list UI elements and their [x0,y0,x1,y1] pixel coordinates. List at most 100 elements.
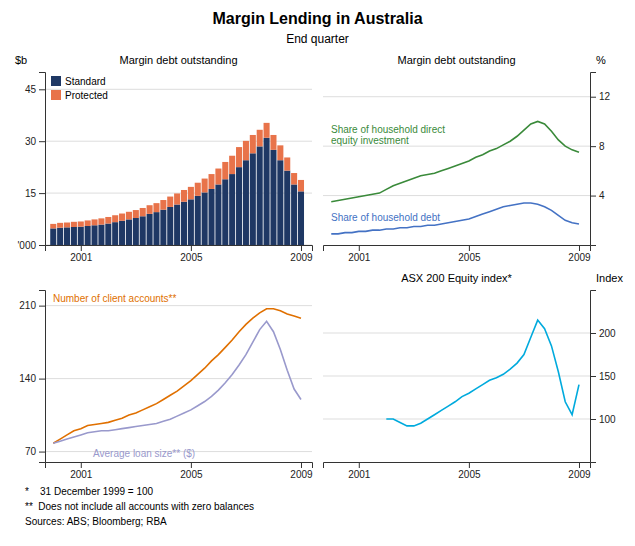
axis-line [46,246,313,252]
tick-mark [39,452,45,453]
bar [98,218,104,224]
legend-swatch [51,76,61,86]
tick-mark [39,306,45,307]
bar [181,202,187,245]
bar [119,214,125,221]
y-axis: 4812 [590,73,611,246]
tick-mark [590,97,596,98]
tick-mark [39,379,45,380]
bar [167,207,173,245]
tick-mark [590,419,596,420]
figure-title: Margin Lending in Australia [212,10,422,27]
tick-label: 200 [599,328,616,339]
tick-label: 2001 [70,469,93,480]
tick-label: 150 [599,371,616,382]
legend-label: Standard [65,76,106,87]
tick-mark [469,245,470,251]
tick: 150 [590,371,616,382]
bar [50,228,56,245]
tick: 70 [25,446,45,457]
bar [133,218,139,245]
bar [215,169,221,185]
tick-label: 100 [599,414,616,425]
y-axis-label: $b [15,54,27,66]
bar [85,226,91,245]
y-axis: 100 150 200 [590,291,616,463]
legend-swatch [51,90,61,100]
panel: 20012005200970140210Number of client acc… [19,291,313,481]
footnote: ** Does not include all accounts with ze… [25,501,254,512]
panel-title: ASX 200 Equity index* [401,272,512,284]
grid-line [45,378,312,379]
tick-mark [301,462,302,468]
bar [57,223,63,228]
tick: 2005 [180,462,203,480]
bar [236,147,242,167]
x-axis: 200120052009 [46,245,314,263]
bar [181,190,187,202]
grid [45,89,312,245]
tick-mark [81,245,82,251]
tick-label: 12 [599,91,611,102]
bar [126,219,132,245]
tick-mark [39,141,45,142]
tick: 140 [19,373,45,384]
series-label: Share of household debt [331,212,440,223]
legend-item: Protected [51,90,108,101]
tick-mark [590,146,596,147]
marks [53,309,301,443]
tick-label: 2001 [348,252,371,263]
tick: 2005 [458,462,481,480]
bar [105,224,111,245]
series-label-line: Share of household debt [331,212,440,223]
tick-label: 2001 [70,252,93,263]
bar [92,219,98,225]
bar [92,225,98,245]
bar [243,141,249,160]
bar [133,210,139,218]
grid [323,333,590,419]
tick-mark [590,333,596,334]
bar [140,216,146,245]
bar [64,227,70,245]
tick-label: 2009 [290,469,313,480]
tick-mark [590,376,596,377]
bar [229,174,235,245]
bar [78,227,84,245]
bar [298,191,304,245]
tick-label: 2005 [458,469,481,480]
bar [291,184,297,245]
axis-line [39,291,46,463]
tick-label: 70 [25,446,37,457]
y-axis: '000153045 [17,73,45,251]
marks [50,123,304,245]
bar [98,225,104,245]
tick-label: 2005 [180,469,203,480]
tick-label: 8 [599,141,605,152]
line [331,203,579,234]
bar [298,180,304,191]
bar [284,157,290,170]
tick-label: 15 [25,188,37,199]
axis-line [324,463,591,469]
panel: 2001200520094812Margin debt outstanding%… [323,54,611,263]
grid-line [323,333,590,334]
grid [45,306,312,452]
tick-mark [301,245,302,251]
bar [140,208,146,216]
tick: 2001 [70,462,93,480]
tick: 45 [25,84,45,95]
tick-label: 2001 [348,469,371,480]
bar [229,156,235,174]
marks [386,320,579,426]
tick-mark [81,462,82,468]
grid-line [45,305,312,306]
tick: 2005 [180,245,203,263]
tick: 100 [590,414,616,425]
legend-item: Standard [51,76,106,87]
bar [112,222,118,245]
bar [167,197,173,207]
panel: 200120052009100150200ASX 200 Equity inde… [323,272,623,480]
series-label-line: Average loan size** ($) [93,448,195,459]
bar-series [50,123,304,229]
